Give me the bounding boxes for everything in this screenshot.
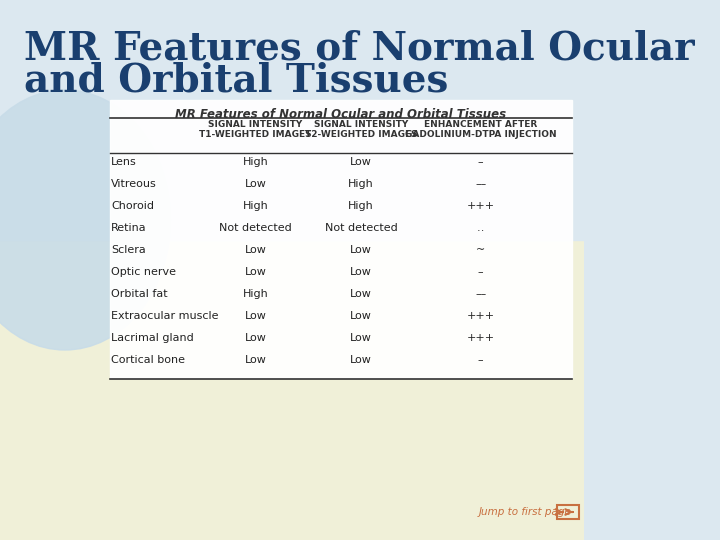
- Text: Lens: Lens: [111, 157, 137, 167]
- Text: +++: +++: [467, 311, 495, 321]
- Text: Low: Low: [245, 311, 266, 321]
- Text: Choroid: Choroid: [111, 201, 154, 211]
- Text: Low: Low: [245, 333, 266, 343]
- Text: Low: Low: [350, 245, 372, 255]
- Text: Orbital fat: Orbital fat: [111, 289, 168, 299]
- Text: MR Features of Normal Ocular and Orbital Tissues: MR Features of Normal Ocular and Orbital…: [175, 108, 506, 121]
- Text: ‥: ‥: [477, 223, 485, 233]
- Text: +++: +++: [467, 333, 495, 343]
- Text: Low: Low: [350, 157, 372, 167]
- Text: Not detected: Not detected: [219, 223, 292, 233]
- Text: Low: Low: [245, 355, 266, 365]
- Text: Optic nerve: Optic nerve: [111, 267, 176, 277]
- Text: Low: Low: [350, 267, 372, 277]
- Text: MR Features of Normal Ocular: MR Features of Normal Ocular: [24, 30, 695, 68]
- Text: Low: Low: [245, 179, 266, 189]
- Text: Lacrimal gland: Lacrimal gland: [111, 333, 194, 343]
- Text: High: High: [348, 201, 374, 211]
- Text: SIGNAL INTENSITY
T1-WEIGHTED IMAGES: SIGNAL INTENSITY T1-WEIGHTED IMAGES: [199, 120, 312, 139]
- Bar: [0, 240, 584, 540]
- Text: High: High: [243, 289, 269, 299]
- Text: ENHANCEMENT AFTER
GADOLINIUM-DTPA INJECTION: ENHANCEMENT AFTER GADOLINIUM-DTPA INJECT…: [405, 120, 557, 139]
- Text: Low: Low: [245, 245, 266, 255]
- Text: High: High: [243, 157, 269, 167]
- Text: Cortical bone: Cortical bone: [111, 355, 185, 365]
- Text: ~: ~: [476, 245, 485, 255]
- Text: Extraocular muscle: Extraocular muscle: [111, 311, 219, 321]
- Text: –: –: [478, 355, 484, 365]
- Text: High: High: [243, 201, 269, 211]
- Text: ––: ––: [475, 179, 486, 189]
- Text: Retina: Retina: [111, 223, 147, 233]
- Text: Low: Low: [245, 267, 266, 277]
- Text: Sclera: Sclera: [111, 245, 146, 255]
- Text: –: –: [478, 267, 484, 277]
- Text: Low: Low: [350, 289, 372, 299]
- Bar: [0, 0, 584, 240]
- Text: and Orbital Tissues: and Orbital Tissues: [24, 62, 449, 100]
- Text: Low: Low: [350, 355, 372, 365]
- Text: Not detected: Not detected: [325, 223, 397, 233]
- Text: Low: Low: [350, 333, 372, 343]
- Text: –: –: [478, 157, 484, 167]
- Text: High: High: [348, 179, 374, 189]
- Text: +++: +++: [467, 201, 495, 211]
- Text: ––: ––: [475, 289, 486, 299]
- Text: SIGNAL INTENSITY
T2-WEIGHTED IMAGES: SIGNAL INTENSITY T2-WEIGHTED IMAGES: [305, 120, 418, 139]
- Text: Jump to first page: Jump to first page: [479, 507, 572, 517]
- Bar: [109, 100, 572, 378]
- Text: Vitreous: Vitreous: [111, 179, 157, 189]
- Text: Low: Low: [350, 311, 372, 321]
- Circle shape: [0, 90, 171, 350]
